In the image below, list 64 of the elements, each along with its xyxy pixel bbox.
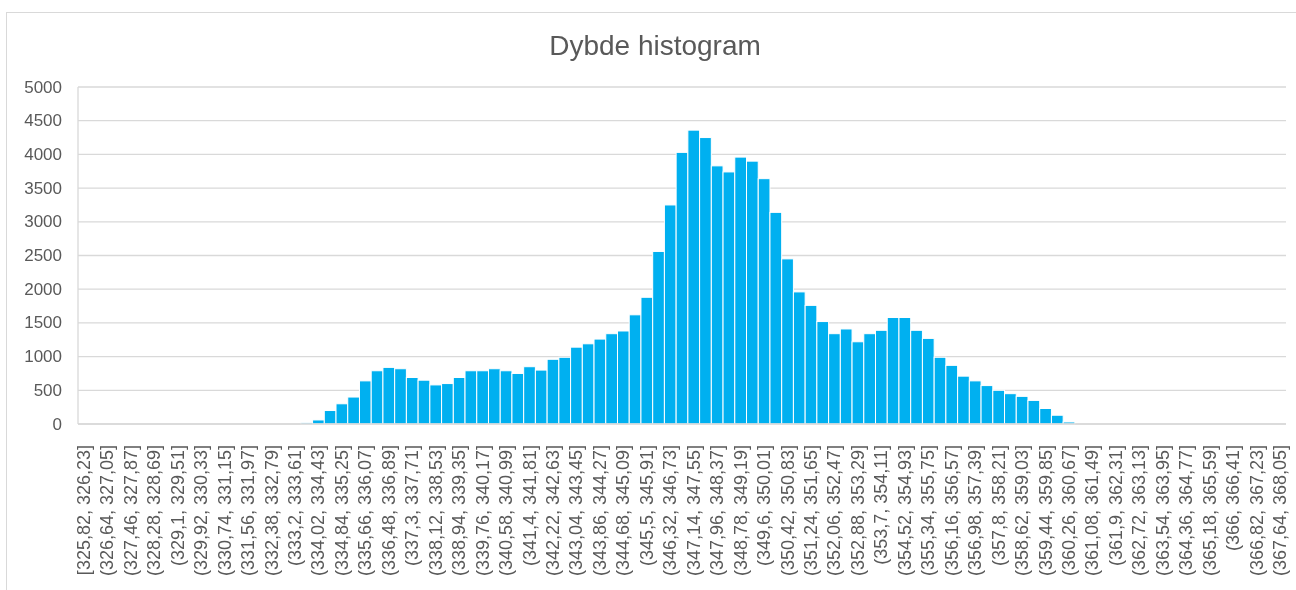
x-tick-label: (329,92, 330,33] <box>191 445 212 577</box>
y-tick-label: 4000 <box>24 144 62 164</box>
x-tick-label: (361,08, 361,49] <box>1082 445 1103 577</box>
x-tick-label: (327,46, 327,87] <box>120 445 141 577</box>
x-tick-label: (330,74, 331,15] <box>214 445 235 577</box>
x-tick-label: (347,96, 348,37] <box>707 445 728 577</box>
x-tick-label: (329,1, 329,51] <box>167 445 188 567</box>
y-tick-label: 4500 <box>24 111 62 131</box>
x-tick-label: (360,26, 360,67] <box>1059 445 1080 577</box>
y-tick-label: 0 <box>52 414 62 434</box>
y-tick-label: 2000 <box>24 279 62 299</box>
x-tick-label: (342,22, 342,63] <box>542 445 563 577</box>
x-tick-label: (367,64, 368,05] <box>1270 445 1291 577</box>
x-tick-label: (343,04, 343,45] <box>566 445 587 577</box>
y-tick-label: 500 <box>33 380 62 400</box>
x-tick-label: (366, 366,41] <box>1223 445 1244 552</box>
x-tick-label: (352,06, 352,47] <box>824 445 845 577</box>
x-tick-label: (341,4, 341,81] <box>519 445 540 567</box>
x-tick-label: (355,34, 355,75] <box>918 445 939 577</box>
x-tick-label: (361,9, 362,31] <box>1105 445 1126 567</box>
x-tick-label: (334,84, 335,25] <box>331 445 352 577</box>
x-tick-label: (333,2, 333,61] <box>284 445 305 567</box>
x-tick-label: (351,24, 351,65] <box>801 445 822 577</box>
x-tick-label: (346,32, 346,73] <box>660 445 681 577</box>
x-tick-label: (328,28, 328,69] <box>144 445 165 577</box>
x-tick-label: (359,44, 359,85] <box>1035 445 1056 577</box>
chart-title: Dybde histogram <box>549 30 761 61</box>
y-tick-label: 5000 <box>24 77 62 97</box>
x-tick-label: (352,88, 353,29] <box>847 445 868 577</box>
x-tick-label: (336,48, 336,89] <box>378 445 399 577</box>
x-tick-label: (332,38, 332,79] <box>261 445 282 577</box>
x-tick-label: (356,98, 357,39] <box>965 445 986 577</box>
x-tick-label: (326,64, 327,05] <box>97 445 118 577</box>
x-tick-label: (331,56, 331,97] <box>238 445 259 577</box>
x-tick-label: (362,72, 363,13] <box>1129 445 1150 577</box>
x-tick-label: (348,78, 349,19] <box>730 445 751 577</box>
x-tick-label: (344,68, 345,09] <box>613 445 634 577</box>
x-tick-label: (363,54, 363,95] <box>1152 445 1173 577</box>
y-tick-label: 1000 <box>24 347 62 367</box>
x-tick-label: (366,82, 367,23] <box>1246 445 1267 577</box>
y-tick-label: 3500 <box>24 178 62 198</box>
x-tick-label: (357,8, 358,21] <box>988 445 1009 567</box>
x-tick-label: (338,94, 339,35] <box>449 445 470 577</box>
x-tick-label: (365,18, 365,59] <box>1199 445 1220 577</box>
x-tick-label: (353,7, 354,11] <box>871 445 892 565</box>
x-tick-label: (354,52, 354,93] <box>894 445 915 577</box>
y-tick-label: 2500 <box>24 246 62 265</box>
x-tick-label: (347,14, 347,55] <box>683 445 704 577</box>
x-tick-label: (335,66, 336,07] <box>355 445 376 577</box>
x-tick-label: (343,86, 344,27] <box>589 445 610 577</box>
x-tick-label: (334,02, 334,43] <box>308 445 329 577</box>
x-tick-label: (345,5, 345,91] <box>636 445 657 567</box>
y-tick-label: 3000 <box>24 212 62 232</box>
x-tick-label: (338,12, 338,53] <box>425 445 446 577</box>
y-tick-label: 1500 <box>24 313 62 333</box>
x-tick-label: (339,76, 340,17] <box>472 445 493 577</box>
x-tick-label: [325,82, 326,23] <box>73 445 94 576</box>
x-tick-label: (337,3, 337,71] <box>402 445 423 567</box>
x-tick-label: (364,36, 364,77] <box>1176 445 1197 577</box>
x-tick-label: (340,58, 340,99] <box>496 445 517 577</box>
x-tick-label: (358,62, 359,03] <box>1012 445 1033 577</box>
x-tick-label: (356,16, 356,57] <box>941 445 962 577</box>
x-tick-label: (350,42, 350,83] <box>777 445 798 577</box>
x-tick-label: (349,6, 350,01] <box>754 445 775 567</box>
